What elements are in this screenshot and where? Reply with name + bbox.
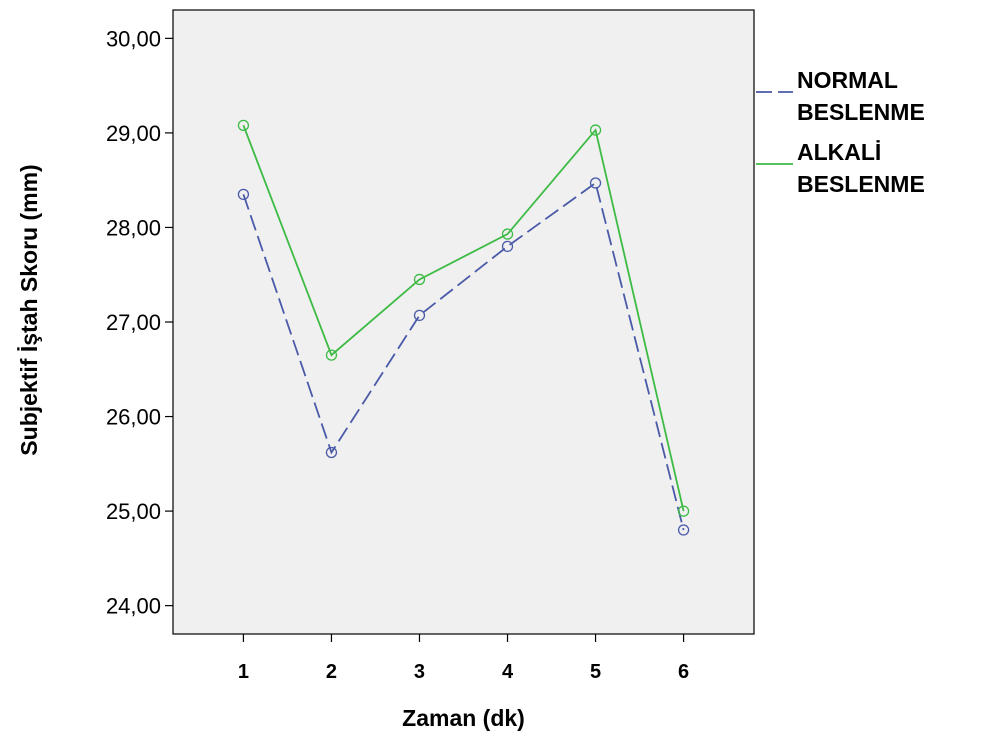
y-tick-label: 26,00: [106, 405, 161, 430]
data-point: [325, 349, 338, 361]
data-point: [413, 309, 426, 322]
y-tick-label: 27,00: [106, 310, 161, 335]
data-point: [501, 228, 514, 240]
x-axis: 1 2 3 4 5 6: [238, 634, 689, 683]
series-line: [242, 181, 685, 531]
y-tick-label: 29,00: [106, 121, 161, 146]
y-axis: 24,00 25,00 26,00 27,00 28,00 29,00 30,00: [106, 26, 173, 619]
data-point: [677, 524, 690, 536]
data-point: [325, 446, 338, 459]
legend: NORMAL BESLENME ALKALİ BESLENME: [756, 67, 925, 197]
data-point: [501, 240, 514, 253]
series-line: [242, 125, 685, 512]
x-tick-label: 2: [326, 661, 337, 683]
data-point: [589, 177, 602, 189]
x-tick-label: 5: [590, 661, 601, 683]
plot-area: [172, 9, 755, 635]
y-tick-label: 30,00: [106, 26, 161, 51]
data-point: [413, 273, 426, 286]
legend-label: NORMAL: [797, 67, 898, 93]
y-axis-title: Subjektif İştah Skoru (mm): [16, 164, 42, 455]
x-tick-label: 3: [414, 661, 425, 683]
data-point: [237, 119, 250, 131]
data-point: [589, 124, 602, 136]
series-layer: [237, 119, 690, 536]
y-tick-label: 24,00: [106, 594, 161, 619]
x-axis-title: Zaman (dk): [402, 705, 525, 731]
legend-label: BESLENME: [797, 171, 925, 197]
legend-label: BESLENME: [797, 99, 925, 125]
y-tick-label: 28,00: [106, 215, 161, 240]
x-tick-label: 6: [678, 661, 689, 683]
y-tick-label: 25,00: [106, 499, 161, 524]
x-tick-label: 4: [502, 661, 514, 683]
data-point: [677, 505, 690, 517]
data-point: [237, 188, 250, 201]
legend-label: ALKALİ: [797, 139, 881, 165]
x-tick-label: 1: [238, 661, 249, 683]
